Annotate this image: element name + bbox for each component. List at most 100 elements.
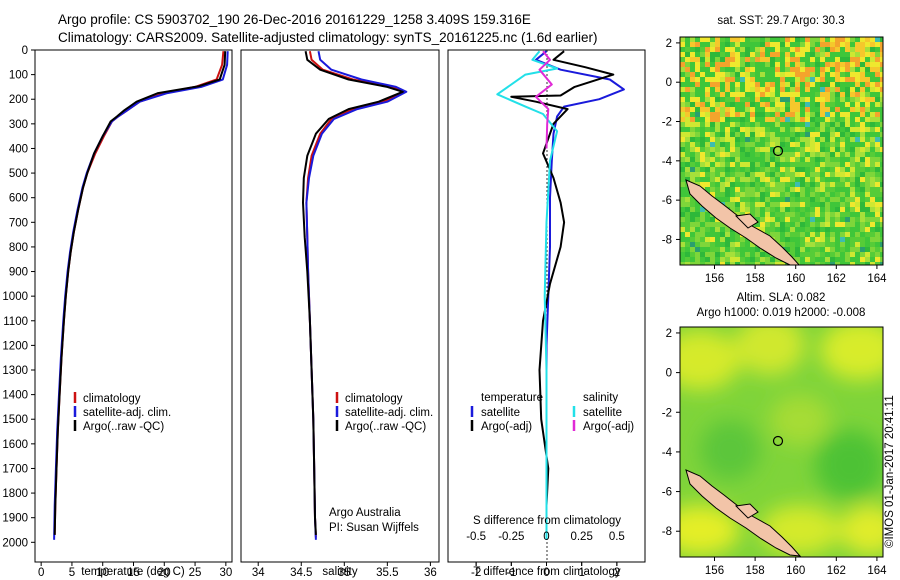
sst-cell xyxy=(780,217,785,222)
sst-cell xyxy=(720,192,725,197)
sst-cell xyxy=(830,47,835,52)
sst-cell xyxy=(860,77,865,82)
sst-cell xyxy=(795,152,800,157)
sst-cell xyxy=(695,237,700,242)
sst-cell xyxy=(735,247,740,252)
sst-cell xyxy=(725,252,730,257)
sst-cell xyxy=(710,142,715,147)
sst-cell xyxy=(785,97,790,102)
sst-cell xyxy=(755,57,760,62)
sst-cell xyxy=(765,207,770,212)
sst-cell xyxy=(760,197,765,202)
depth-tick-label: 1100 xyxy=(3,316,28,328)
sst-cell xyxy=(845,212,850,217)
sst-cell xyxy=(860,122,865,127)
sst-cell xyxy=(785,117,790,122)
temperature-tick-label: 20 xyxy=(158,567,171,579)
sla_map-lat-tick-label: -8 xyxy=(662,526,672,538)
sst-cell xyxy=(755,262,760,265)
sst-cell xyxy=(870,112,875,117)
legend-header-salinity: salinity xyxy=(583,392,618,404)
sst-cell xyxy=(820,87,825,92)
sst-cell xyxy=(685,167,690,172)
sst-cell xyxy=(780,172,785,177)
sst-cell xyxy=(820,47,825,52)
sst-cell xyxy=(815,142,820,147)
sst-cell xyxy=(805,37,810,42)
sst-cell xyxy=(810,187,815,192)
sst-cell xyxy=(820,67,825,72)
sst-cell xyxy=(745,182,750,187)
temperature-series-satellite-adj-clim- xyxy=(53,51,229,540)
sst-cell xyxy=(855,122,860,127)
sst-cell xyxy=(870,142,875,147)
sst-cell xyxy=(725,262,730,265)
sst-cell xyxy=(730,42,735,47)
sst-cell xyxy=(730,172,735,177)
sst-cell xyxy=(830,132,835,137)
sst-cell xyxy=(725,47,730,52)
sst-cell xyxy=(700,57,705,62)
sst-cell xyxy=(860,62,865,67)
sst-cell xyxy=(710,177,715,182)
sst-cell xyxy=(715,47,720,52)
sst-cell xyxy=(750,87,755,92)
sst-cell xyxy=(765,197,770,202)
sst-cell xyxy=(765,152,770,157)
sst-cell xyxy=(850,77,855,82)
sst-cell xyxy=(725,137,730,142)
sst-cell xyxy=(795,112,800,117)
sst-cell xyxy=(765,92,770,97)
sst-cell xyxy=(745,72,750,77)
sst-cell xyxy=(730,122,735,127)
sst-cell xyxy=(680,212,685,217)
sst-cell xyxy=(705,52,710,57)
sst-cell xyxy=(760,222,765,227)
sst-cell xyxy=(735,172,740,177)
legend-label-sal-satellite: satellite xyxy=(583,407,622,419)
sst-cell xyxy=(735,47,740,52)
sst-cell xyxy=(795,162,800,167)
sst-cell xyxy=(740,72,745,77)
sst-cell xyxy=(875,247,880,252)
sst-cell xyxy=(680,52,685,57)
sst-cell xyxy=(715,77,720,82)
sst-cell xyxy=(750,132,755,137)
sst-cell xyxy=(680,102,685,107)
sst-cell xyxy=(705,262,710,265)
sst-cell xyxy=(800,42,805,47)
sst-cell xyxy=(725,117,730,122)
sst-cell xyxy=(880,97,883,102)
sst-cell xyxy=(775,212,780,217)
sst-cell xyxy=(830,92,835,97)
sst-cell xyxy=(775,102,780,107)
sst-cell xyxy=(860,227,865,232)
sst-cell xyxy=(690,242,695,247)
sst-cell xyxy=(820,187,825,192)
sst-cell xyxy=(745,102,750,107)
sst-cell xyxy=(750,187,755,192)
sst-cell xyxy=(685,87,690,92)
sst-cell xyxy=(725,62,730,67)
sst-cell xyxy=(715,192,720,197)
sst-cell xyxy=(800,167,805,172)
sst-cell xyxy=(865,142,870,147)
sst-cell xyxy=(810,52,815,57)
sst-cell xyxy=(830,262,835,265)
sst-cell xyxy=(745,82,750,87)
sst-cell xyxy=(705,117,710,122)
sst-cell xyxy=(830,197,835,202)
sst-cell xyxy=(715,87,720,92)
sst-cell xyxy=(745,62,750,67)
salinity-tick-label: 36 xyxy=(424,567,437,579)
sst-cell xyxy=(825,97,830,102)
sst-cell xyxy=(790,232,795,237)
sst-cell xyxy=(825,87,830,92)
sst-cell xyxy=(780,222,785,227)
sst-cell xyxy=(855,217,860,222)
sst-cell xyxy=(750,142,755,147)
sst-cell xyxy=(790,122,795,127)
sst-cell xyxy=(725,177,730,182)
sla_map-lon-tick-label: 164 xyxy=(867,565,887,577)
sst-cell xyxy=(695,107,700,112)
